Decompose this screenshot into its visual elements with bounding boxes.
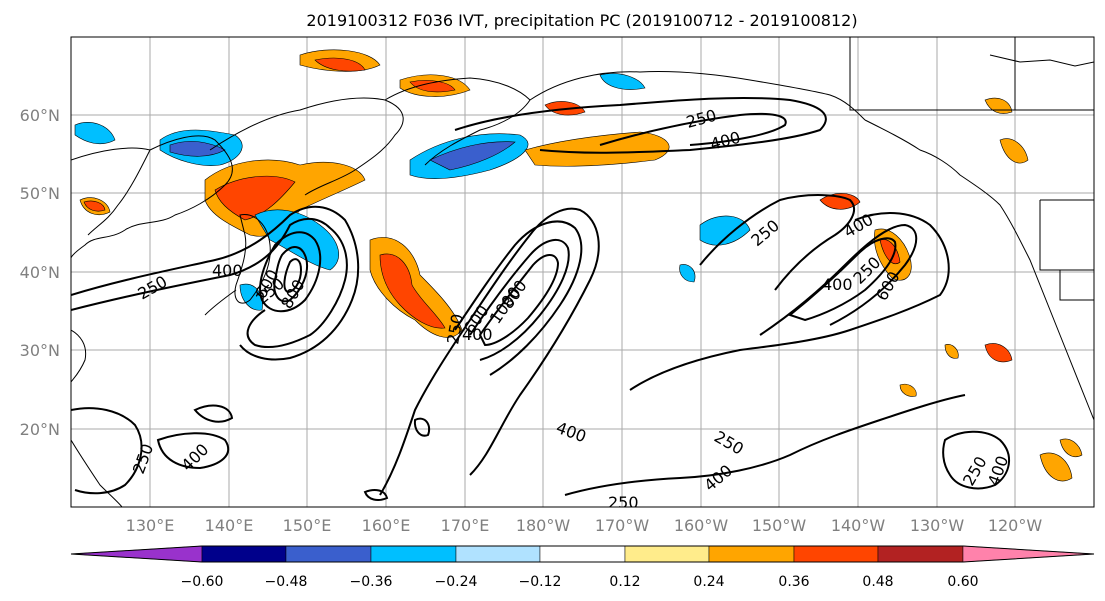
lat-label: 20°N [20,420,60,439]
longitude-labels: 130°E 140°E 150°E 160°E 170°E 180°W 170°… [126,516,1043,535]
contour-label: 400 [822,275,853,294]
colorbar-cell [877,545,964,563]
map-title: 2019100312 F036 IVT, precipitation PC (2… [306,11,857,30]
colorbar-cell [708,545,795,563]
lon-label: 170°E [441,516,490,535]
map-panel: 250 400 250 600 800 400 250 600 1000 800… [71,37,1094,512]
colorbar-tick-label: 0.60 [947,574,978,590]
lat-label: 30°N [20,341,60,360]
map-frame [70,36,1095,508]
lon-label: 160°W [674,516,729,535]
colorbar-tick-label: 0.36 [778,574,809,590]
colorbar-outline [70,545,1095,563]
colorbar-cell [793,545,879,563]
colorbar-tick-label: 0.12 [609,574,640,590]
coastlines [71,37,1094,507]
colorbar-tick-labels: −0.60 −0.48 −0.36 −0.24 −0.12 0.12 0.24 … [181,574,979,590]
colorbar-tick-label: −0.36 [350,574,393,590]
colorbar-cell [455,545,541,563]
colorbar-tick-label: −0.12 [519,574,562,590]
colorbar-cell [285,545,372,563]
contour-label: 250 [608,493,639,512]
lat-label: 60°N [20,106,60,125]
contour-label: 400 [462,325,493,344]
latitude-labels: 60°N 50°N 40°N 30°N 20°N [20,106,60,439]
lat-label: 40°N [20,263,60,282]
contour-label: 400 [212,261,243,280]
colorbar: −0.60 −0.48 −0.36 −0.24 −0.12 0.12 0.24 … [70,545,1095,590]
ivt-contours [71,96,1010,501]
colorbar-tick-label: 0.24 [693,574,724,590]
colorbar-cell [201,545,287,563]
lon-label: 140°E [205,516,254,535]
colorbar-tick-label: −0.60 [181,574,224,590]
precipitation-shading [74,49,1083,482]
colorbar-cell [962,545,1095,563]
lon-label: 120°W [988,516,1043,535]
lon-label: 180°W [516,516,571,535]
colorbar-tick-label: −0.48 [265,574,308,590]
colorbar-tick-label: 0.48 [862,574,893,590]
lat-label: 50°N [20,184,60,203]
lon-label: 140°W [831,516,886,535]
colorbar-cell [370,545,457,563]
lon-label: 160°E [362,516,411,535]
colorbar-cell [539,545,626,563]
lon-label: 130°E [126,516,175,535]
lon-label: 170°W [595,516,650,535]
lon-label: 130°W [910,516,965,535]
lon-label: 150°E [283,516,332,535]
colorbar-cell [624,545,710,563]
colorbar-cell [70,545,203,563]
lon-label: 150°W [752,516,807,535]
colorbar-tick-label: −0.24 [435,574,478,590]
